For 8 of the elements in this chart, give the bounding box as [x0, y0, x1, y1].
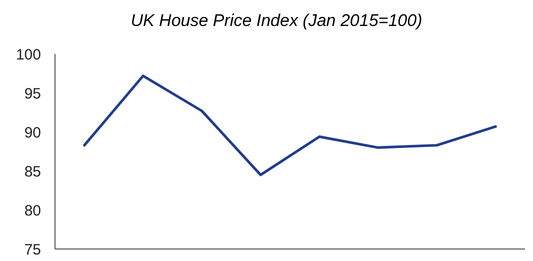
- y-tick-label: 90: [24, 124, 41, 142]
- y-tick-label: 80: [24, 202, 41, 220]
- line-series: [83, 74, 497, 176]
- y-tick-label: 75: [24, 241, 41, 258]
- y-tick-label: 100: [16, 46, 41, 64]
- y-tick-label: 95: [24, 85, 41, 102]
- chart-title: UK House Price Index (Jan 2015=100): [130, 11, 422, 30]
- y-tick-label: 85: [24, 163, 41, 180]
